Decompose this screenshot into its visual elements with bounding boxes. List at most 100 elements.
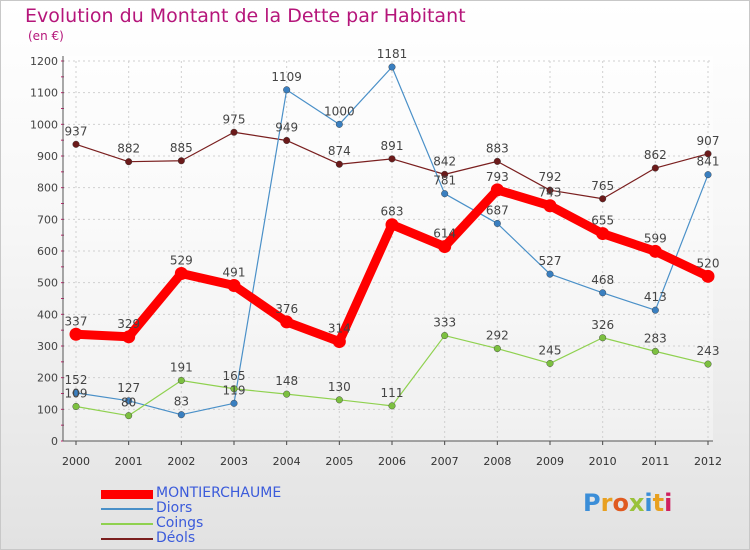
y-tick-label: 1100	[30, 87, 58, 100]
data-point	[335, 160, 343, 168]
x-tick-label: 2008	[483, 455, 511, 468]
data-point	[704, 150, 712, 158]
chart-title: Evolution du Montant de la Dette par Hab…	[25, 5, 466, 27]
data-point	[441, 190, 449, 198]
data-point	[493, 219, 501, 227]
legend-swatch	[101, 538, 153, 540]
data-label: 885	[170, 141, 193, 155]
data-point	[125, 412, 133, 420]
x-tick-label: 2009	[536, 455, 564, 468]
data-point	[283, 136, 291, 144]
data-label: 683	[381, 205, 404, 219]
x-tick-label: 2002	[167, 455, 195, 468]
logo-letter: r	[600, 489, 613, 517]
y-tick-label: 0	[51, 435, 58, 448]
x-tick-label: 2007	[431, 455, 459, 468]
data-label: 111	[381, 386, 404, 400]
y-tick-label: 100	[37, 403, 58, 416]
logo-letter: x	[628, 489, 645, 517]
data-point	[283, 86, 291, 94]
data-label: 882	[117, 142, 140, 156]
proxiti-logo: Proxiti	[583, 489, 672, 517]
data-label: 283	[644, 331, 667, 345]
data-label: 243	[697, 344, 720, 358]
data-point	[283, 390, 291, 398]
legend-swatch	[101, 523, 153, 525]
data-point	[441, 332, 449, 340]
data-label: 781	[433, 174, 456, 188]
data-label: 1000	[324, 104, 355, 118]
legend-label: Coings	[156, 515, 204, 531]
legend-label: Diors	[156, 500, 193, 516]
x-tick-label: 2000	[62, 455, 90, 468]
data-point	[385, 218, 399, 232]
data-label: 165	[223, 369, 246, 383]
labels-diors: 152 127 83 119 1109 1000 1181 781 687 527 468 413 84…	[65, 47, 720, 409]
data-point	[543, 199, 557, 213]
data-label: 1181	[377, 47, 408, 61]
data-label: 127	[117, 381, 140, 395]
y-tick-label: 500	[37, 277, 58, 290]
data-point	[335, 396, 343, 404]
data-point	[230, 128, 238, 136]
x-tick-label: 2004	[273, 455, 301, 468]
data-point	[122, 330, 136, 344]
data-label: 765	[591, 179, 614, 193]
data-label: 333	[433, 316, 456, 330]
data-label: 520	[697, 256, 720, 270]
data-label: 883	[486, 141, 509, 155]
logo-letter: t	[652, 489, 665, 517]
y-tick-label: 600	[37, 245, 58, 258]
data-point	[493, 345, 501, 353]
logo-letter: i	[644, 489, 653, 517]
data-point	[230, 385, 238, 393]
legend-swatch	[101, 508, 153, 510]
data-label: 655	[591, 214, 614, 228]
data-point	[493, 157, 501, 165]
data-point	[596, 227, 610, 241]
legend-label: MONTIERCHAUME	[156, 485, 282, 501]
data-label: 841	[697, 155, 720, 169]
series-montierchaume	[69, 183, 715, 349]
y-tick-label: 200	[37, 372, 58, 385]
data-label: 109	[65, 386, 88, 400]
series-déols	[72, 128, 712, 203]
data-label: 468	[591, 273, 614, 287]
data-point	[546, 359, 554, 367]
data-point	[648, 244, 662, 258]
data-point	[125, 397, 133, 405]
chart-unit: (en €)	[28, 29, 64, 43]
data-point	[177, 411, 185, 419]
x-tick-label: 2006	[378, 455, 406, 468]
logo-letter: o	[612, 489, 629, 517]
data-point	[332, 335, 346, 349]
x-tick-label: 2012	[694, 455, 722, 468]
data-label: 614	[433, 227, 456, 241]
data-label: 793	[486, 170, 509, 184]
data-point	[230, 399, 238, 407]
data-point	[125, 158, 133, 166]
data-point	[72, 140, 80, 148]
data-label: 842	[433, 154, 456, 168]
x-tick-label: 2001	[115, 455, 143, 468]
data-point	[490, 183, 504, 197]
y-tick-label: 700	[37, 213, 58, 226]
data-label: 329	[117, 317, 140, 331]
labels-coings: 109 80 191 165 148 130 111 333 292 245 326 283 243	[65, 316, 720, 410]
x-tick-label: 2005	[325, 455, 353, 468]
data-label: 292	[486, 329, 509, 343]
data-label: 376	[275, 302, 298, 316]
plot-area	[63, 56, 713, 441]
y-tick-label: 1000	[30, 118, 58, 131]
data-label: 130	[328, 380, 351, 394]
data-label: 119	[223, 383, 246, 397]
logo-letter: P	[583, 489, 601, 517]
data-point	[174, 266, 188, 280]
series-coings	[72, 332, 712, 420]
data-label: 687	[486, 203, 509, 217]
data-point	[388, 155, 396, 163]
data-label: 975	[223, 112, 246, 126]
data-point	[599, 195, 607, 203]
data-point	[651, 306, 659, 314]
